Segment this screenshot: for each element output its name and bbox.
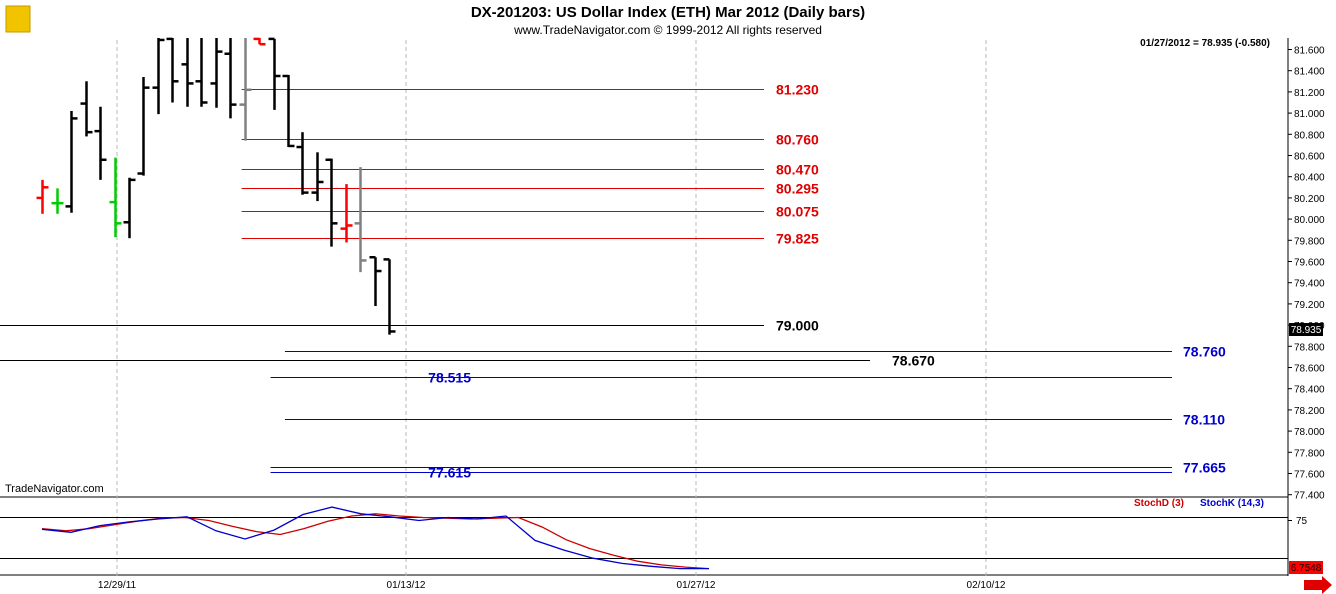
stoch-series-line-k bbox=[41, 506, 709, 570]
ohlc-bar bbox=[224, 38, 237, 119]
price-tick-label: 80.800 bbox=[1294, 130, 1325, 141]
price-tick-label: 80.000 bbox=[1294, 215, 1325, 226]
date-tick-label: 01/13/12 bbox=[387, 580, 426, 591]
last-price-info: 01/27/2012 = 78.935 (-0.580) bbox=[1140, 38, 1270, 49]
level-label-78-515: 78.515 bbox=[428, 370, 471, 386]
chart-title: DX-201203: US Dollar Index (ETH) Mar 201… bbox=[471, 4, 865, 21]
price-tick-label: 78.600 bbox=[1294, 364, 1325, 375]
date-tick-label: 01/27/12 bbox=[677, 580, 716, 591]
ohlc-bar bbox=[383, 258, 396, 335]
date-tick-label: 12/29/11 bbox=[98, 580, 137, 591]
level-label-77-665: 77.665 bbox=[1183, 460, 1226, 476]
ohlc-bar bbox=[65, 110, 78, 213]
legend-stoch-d: StochD (3) bbox=[1134, 498, 1184, 509]
ohlc-bar bbox=[354, 167, 367, 273]
ohlc-bar bbox=[94, 106, 107, 180]
ohlc-bar bbox=[253, 37, 266, 46]
level-label-80-760: 80.760 bbox=[776, 132, 819, 148]
price-tick-label: 77.600 bbox=[1294, 470, 1325, 481]
level-label-79-000: 79.000 bbox=[776, 318, 819, 334]
price-tick-label: 81.000 bbox=[1294, 109, 1325, 120]
price-tick-label: 81.400 bbox=[1294, 67, 1325, 78]
stochastic-pane bbox=[0, 506, 1292, 570]
level-label-78-760: 78.760 bbox=[1183, 344, 1226, 360]
ohlc-bar bbox=[36, 179, 49, 214]
price-tick-label: 80.600 bbox=[1294, 152, 1325, 163]
ohlc-bar bbox=[166, 37, 179, 103]
price-tick-label: 77.800 bbox=[1294, 448, 1325, 459]
level-label-79-825: 79.825 bbox=[776, 231, 819, 247]
ohlc-bar bbox=[210, 38, 223, 108]
ohlc-bar bbox=[369, 256, 382, 307]
ohlc-bar bbox=[282, 74, 295, 148]
copyright-text: www.TradeNavigator.com © 1999-2012 All r… bbox=[513, 23, 822, 37]
price-tick-label: 78.400 bbox=[1294, 385, 1325, 396]
price-tick-label: 78.000 bbox=[1294, 427, 1325, 438]
ohlc-bar bbox=[311, 152, 324, 202]
ohlc-bar bbox=[152, 38, 165, 115]
ohlc-bar bbox=[325, 158, 338, 247]
stoch-last-marker-label: 6.7548 bbox=[1291, 563, 1322, 574]
price-tick-label: 79.400 bbox=[1294, 279, 1325, 290]
ohlc-bar bbox=[239, 38, 252, 141]
ohlc-bar bbox=[181, 38, 194, 107]
level-lines: 81.230 80.760 80.470 80.295 80.075 79.825 79.0… bbox=[0, 82, 1226, 481]
legend-stoch-k: StochK (14,3) bbox=[1200, 498, 1264, 509]
ohlc-bar bbox=[80, 81, 93, 137]
price-tick-label: 80.200 bbox=[1294, 194, 1325, 205]
price-bars bbox=[36, 37, 396, 335]
ohlc-bar bbox=[340, 184, 353, 243]
price-tick-label: 77.400 bbox=[1294, 491, 1325, 502]
price-tick-label: 79.200 bbox=[1294, 300, 1325, 311]
price-tick-label: 79.800 bbox=[1294, 236, 1325, 247]
price-tick-label: 78.200 bbox=[1294, 406, 1325, 417]
ohlc-bar bbox=[195, 38, 208, 107]
level-label-78-670: 78.670 bbox=[892, 353, 935, 369]
level-label-77-615: 77.615 bbox=[428, 465, 471, 481]
price-tick-label: 80.400 bbox=[1294, 173, 1325, 184]
stoch-tick-label: 75 bbox=[1296, 516, 1308, 527]
price-tick-label: 81.200 bbox=[1294, 88, 1325, 99]
grid-lines bbox=[116, 40, 987, 576]
scroll-right-arrow-icon[interactable] bbox=[1304, 576, 1332, 594]
watermark-text: TradeNavigator.com bbox=[5, 483, 104, 495]
level-label-80-295: 80.295 bbox=[776, 181, 819, 197]
date-tick-label: 02/10/12 bbox=[967, 580, 1006, 591]
level-label-80-075: 80.075 bbox=[776, 204, 819, 220]
ohlc-bar bbox=[296, 132, 309, 195]
stoch-last-marker bbox=[1289, 561, 1323, 574]
ohlc-bar bbox=[268, 37, 281, 110]
ohlc-bar bbox=[109, 157, 122, 238]
ohlc-bar bbox=[51, 188, 64, 214]
ohlc-bar bbox=[123, 177, 136, 239]
date-axis: 12/29/11 01/13/12 01/27/12 02/10/12 bbox=[98, 580, 1006, 591]
level-label-81-230: 81.230 bbox=[776, 82, 819, 98]
price-tick-label: 79.600 bbox=[1294, 258, 1325, 269]
price-tick-label: 81.600 bbox=[1294, 46, 1325, 57]
last-price-marker-label: 78.935 bbox=[1291, 325, 1322, 336]
level-label-78-110: 78.110 bbox=[1183, 412, 1225, 428]
last-price-marker bbox=[1289, 323, 1323, 336]
price-axis: 81.600 81.400 81.200 81.000 80.800 80.600 80.4… bbox=[1288, 46, 1325, 502]
level-label-80-470: 80.470 bbox=[776, 162, 819, 178]
price-tick-label: 78.800 bbox=[1294, 342, 1325, 353]
ohlc-bar bbox=[137, 77, 150, 176]
logo-icon bbox=[5, 5, 31, 33]
